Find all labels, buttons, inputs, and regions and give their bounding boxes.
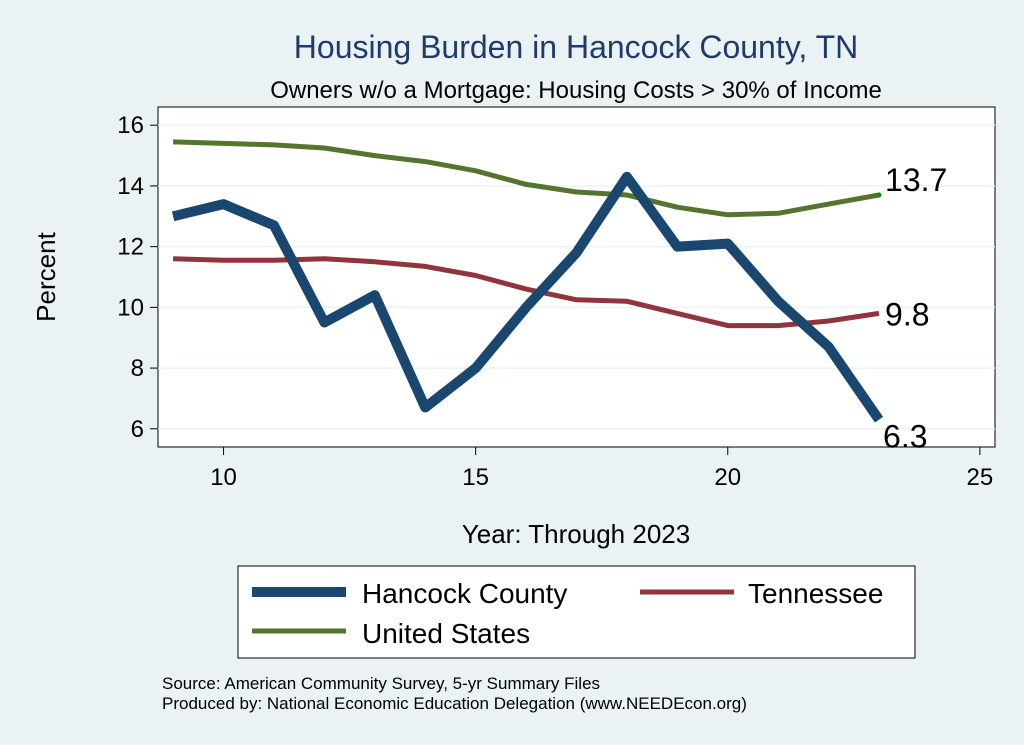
us-end-marker — [876, 192, 882, 198]
x-tick-label: 20 — [714, 464, 741, 491]
x-tick-label: 25 — [967, 464, 994, 491]
legend-label-hancock: Hancock County — [362, 578, 567, 609]
y-tick-label: 10 — [117, 294, 144, 321]
series-line-united-states — [173, 139, 880, 218]
chart-subtitle: Owners w/o a Mortgage: Housing Costs > 3… — [270, 77, 882, 104]
x-tick-label: 15 — [462, 464, 489, 491]
plot-area — [157, 106, 996, 448]
end-labels: 6.3 9.8 13.7 — [876, 162, 947, 455]
series-line-hancock-county — [171, 171, 884, 423]
x-tick-label: 10 — [210, 464, 237, 491]
y-axis: 6 8 10 12 14 16 — [117, 112, 158, 443]
x-axis: 10 15 20 25 — [210, 447, 993, 491]
end-label-tennessee: 9.8 — [885, 296, 929, 332]
chart-title: Housing Burden in Hancock County, TN — [294, 29, 858, 65]
y-tick-label: 6 — [131, 416, 144, 443]
gridlines — [158, 124, 995, 430]
legend-box — [237, 565, 916, 659]
y-tick-label: 16 — [117, 112, 144, 139]
end-label-hancock-county: 6.3 — [883, 419, 927, 455]
y-tick-label: 14 — [117, 173, 144, 200]
legend-label-tennessee: Tennessee — [748, 578, 883, 609]
y-tick-label: 12 — [117, 234, 144, 261]
x-axis-title: Year: Through 2023 — [462, 519, 690, 549]
y-axis-title: Percent — [31, 231, 61, 321]
end-label-united-states: 13.7 — [885, 162, 947, 198]
producer-note: Produced by: National Economic Education… — [162, 694, 747, 713]
source-note: Source: American Community Survey, 5-yr … — [162, 674, 600, 693]
y-tick-label: 8 — [131, 355, 144, 382]
series-lines — [171, 139, 884, 423]
legend: Hancock County Tennessee United States — [237, 565, 916, 659]
legend-label-united-states: United States — [362, 618, 530, 649]
